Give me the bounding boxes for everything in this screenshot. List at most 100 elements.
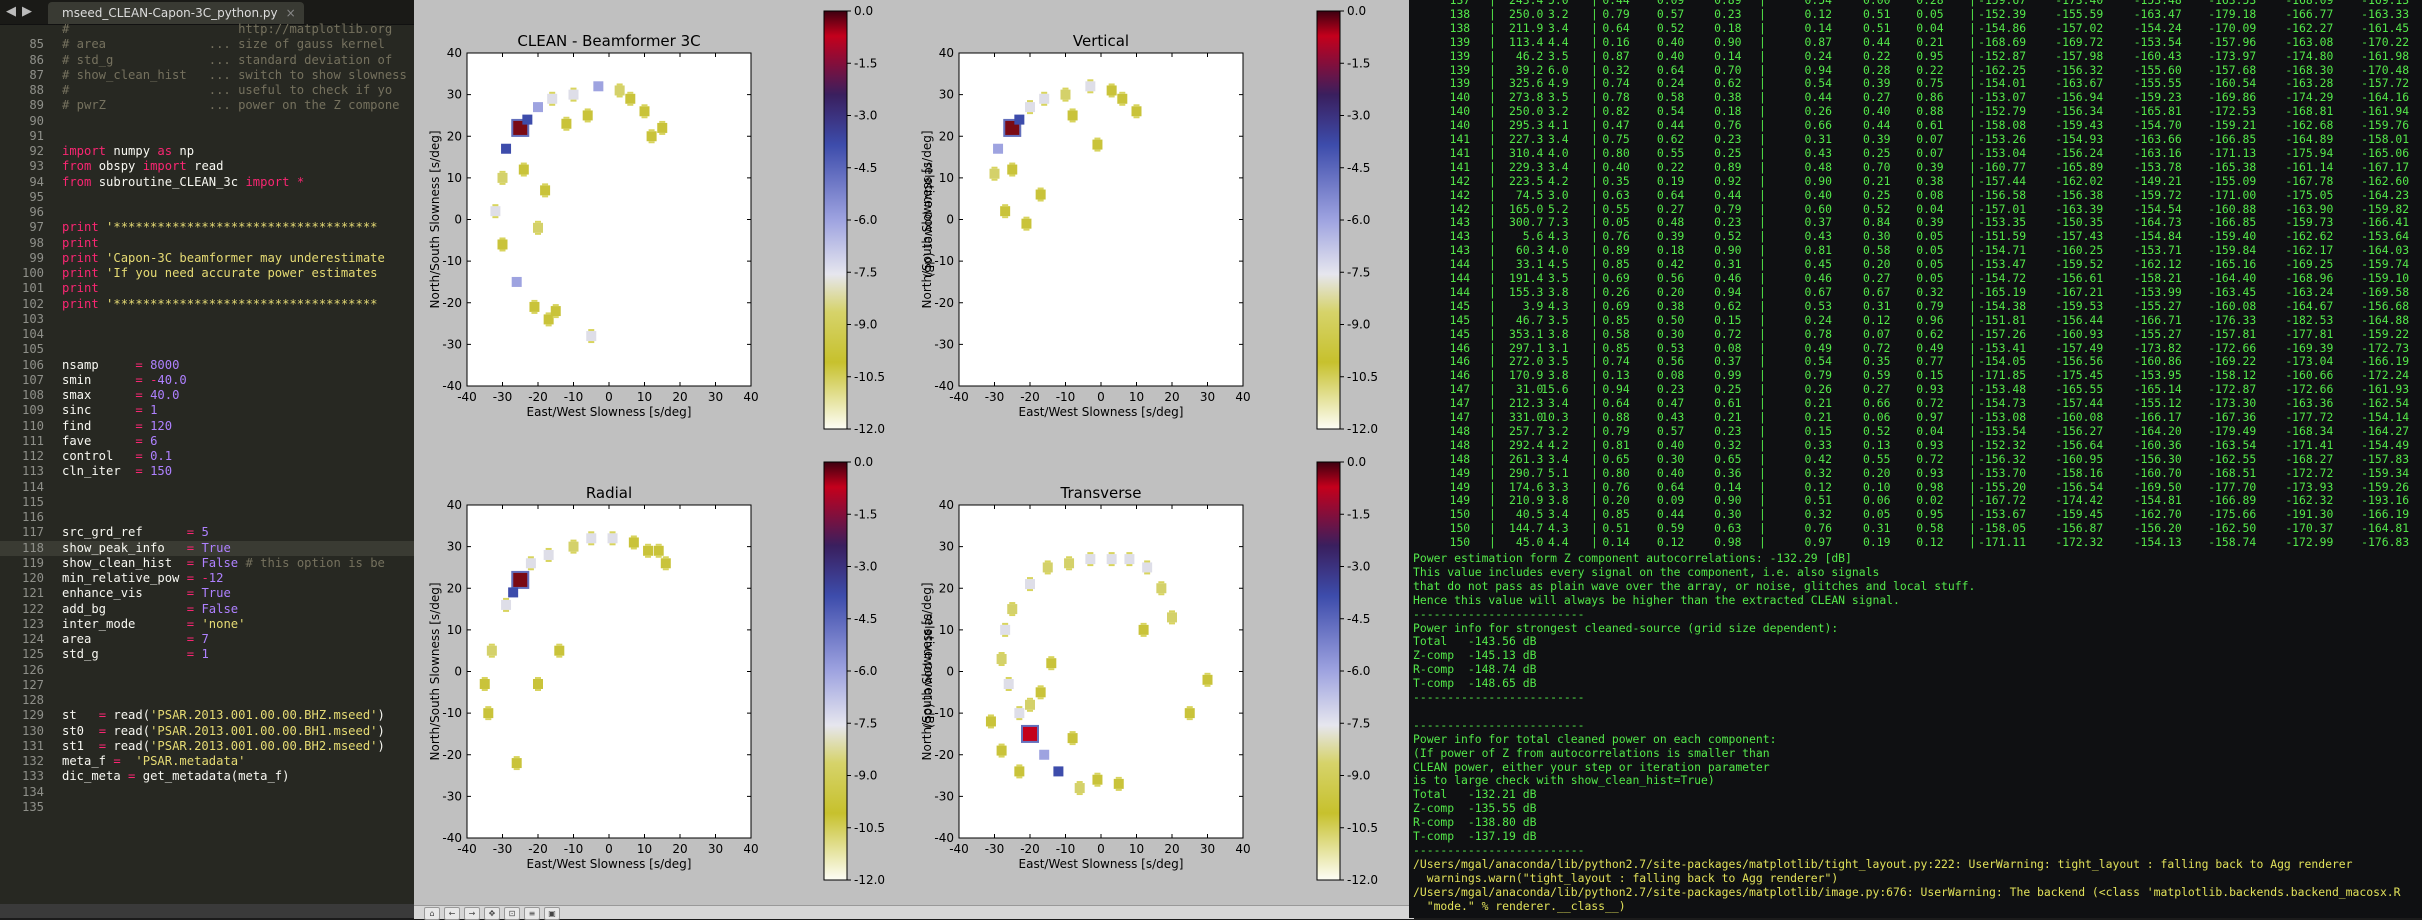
code-line[interactable]: 90 bbox=[0, 114, 414, 129]
terminal-line: Total -143.56 dB bbox=[1413, 634, 1537, 649]
forward-arrow-icon[interactable]: ▶ bbox=[22, 4, 32, 19]
code-line[interactable]: 88 # ... useful to check if yo bbox=[0, 83, 414, 98]
code-line[interactable]: 134 bbox=[0, 785, 414, 800]
editor-tab[interactable]: mseed_CLEAN-Capon-3C_python.py × bbox=[48, 2, 304, 24]
back-arrow-icon[interactable]: ◀ bbox=[6, 4, 16, 19]
code-line[interactable]: 122 add_bg = False bbox=[0, 602, 414, 617]
zoom-icon[interactable]: ⊡ bbox=[504, 907, 520, 920]
configure-icon[interactable]: ≡ bbox=[524, 907, 540, 920]
data-point-edge bbox=[1094, 772, 1101, 775]
table-separator: | bbox=[1489, 507, 1496, 522]
code-line[interactable]: 107 smin = -40.0 bbox=[0, 373, 414, 388]
code-line[interactable]: 119 show_clean_hist = False # this option… bbox=[0, 556, 414, 571]
code-line[interactable]: 86 # std_g ... standard deviation of bbox=[0, 53, 414, 68]
code-line[interactable]: 129 st = read('PSAR.2013.001.00.00.BHZ.ms… bbox=[0, 708, 414, 723]
code-line[interactable]: 103 bbox=[0, 312, 414, 327]
table-cell: 0.18 bbox=[1714, 104, 1742, 119]
table-separator: | bbox=[1969, 298, 1976, 313]
code-line[interactable]: 108 smax = 40.0 bbox=[0, 388, 414, 403]
y-tick-label: 20 bbox=[939, 129, 954, 143]
code-line[interactable]: 109 sinc = 1 bbox=[0, 403, 414, 418]
code-line[interactable]: 133 dic_meta = get_metadata(meta_f) bbox=[0, 769, 414, 784]
home-icon[interactable]: ⌂ bbox=[424, 907, 440, 920]
back-icon[interactable]: ← bbox=[444, 907, 460, 920]
code-line[interactable]: 126 bbox=[0, 663, 414, 678]
code-line[interactable]: 127 bbox=[0, 678, 414, 693]
table-separator: | bbox=[1759, 479, 1766, 494]
terminal-window[interactable]: | | | | 137 243.4 5.0 0.44 0.09 0.89 0.54 0.00 0.28-… bbox=[1409, 0, 2422, 918]
data-point bbox=[550, 306, 561, 317]
table-cell: -179.49 bbox=[2208, 423, 2257, 438]
table-cell: 45.0 bbox=[1515, 535, 1544, 550]
code-line[interactable]: 104 bbox=[0, 327, 414, 342]
code-line[interactable]: 112 control = 0.1 bbox=[0, 449, 414, 464]
table-cell: 0.87 bbox=[1804, 34, 1832, 49]
save-icon[interactable]: ▣ bbox=[544, 907, 560, 920]
table-cell: 331.0 bbox=[1509, 410, 1544, 424]
code-line[interactable]: 93 from obspy import read bbox=[0, 159, 414, 174]
code-line[interactable]: 128 bbox=[0, 693, 414, 708]
code-line[interactable]: 125 std_g = 1 bbox=[0, 647, 414, 662]
code-line[interactable]: 100 print 'If you need accurate power est… bbox=[0, 266, 414, 281]
table-cell: 0.95 bbox=[1916, 507, 1944, 522]
code-line[interactable]: 118 show_peak_info = True bbox=[0, 540, 414, 556]
code-line[interactable]: 92 import numpy as np bbox=[0, 144, 414, 159]
code-line[interactable]: 123 inter_mode = 'none' bbox=[0, 617, 414, 632]
code-line[interactable]: # http://matplotlib.org bbox=[0, 22, 414, 37]
code-line[interactable]: 102 print '******************************… bbox=[0, 297, 414, 312]
table-cell: 0.12 bbox=[1804, 479, 1832, 494]
forward-icon[interactable]: → bbox=[464, 907, 480, 920]
table-separator: | bbox=[1759, 132, 1766, 146]
pan-icon[interactable]: ✥ bbox=[484, 907, 500, 920]
code-line[interactable]: 87 # show_clean_hist ... switch to show s… bbox=[0, 68, 414, 83]
code-line[interactable]: 101 print bbox=[0, 281, 414, 296]
y-tick-label: 40 bbox=[939, 498, 954, 512]
code-line[interactable]: 91 bbox=[0, 129, 414, 144]
table-cell: -169.72 bbox=[2055, 34, 2104, 49]
code-line[interactable]: 130 st0 = read('PSAR.2013.001.00.00.BH1.m… bbox=[0, 724, 414, 739]
table-separator: | bbox=[1759, 410, 1766, 424]
code-line[interactable]: 85 # area ... size of gauss kernel bbox=[0, 37, 414, 52]
code-line[interactable]: 89 # pwrZ ... power on the Z compone bbox=[0, 98, 414, 113]
code-line[interactable]: 116 bbox=[0, 510, 414, 525]
code-line[interactable]: 97 print '*******************************… bbox=[0, 220, 414, 235]
code-line[interactable]: 135 bbox=[0, 800, 414, 815]
code-line[interactable]: 110 find = 120 bbox=[0, 419, 414, 434]
code-editor[interactable]: ◀ ▶ mseed_CLEAN-Capon-3C_python.py × # h… bbox=[0, 0, 414, 918]
table-cell: 0.79 bbox=[1602, 423, 1630, 438]
code-line[interactable]: 98 print bbox=[0, 236, 414, 251]
data-point bbox=[1053, 766, 1064, 777]
code-line[interactable]: 114 bbox=[0, 480, 414, 495]
table-separator: | bbox=[1489, 118, 1496, 133]
data-point bbox=[1007, 164, 1018, 175]
data-point-edge bbox=[1108, 83, 1115, 86]
close-icon[interactable]: × bbox=[285, 6, 296, 20]
code-line[interactable]: 113 cln_iter = 150 bbox=[0, 464, 414, 479]
code-line[interactable]: 124 area = 7 bbox=[0, 632, 414, 647]
code-line[interactable]: 121 enhance_vis = True bbox=[0, 586, 414, 601]
code-line[interactable]: 117 src_grd_ref = 5 bbox=[0, 525, 414, 540]
code-line[interactable]: 94 from subroutine_CLEAN_3c import * bbox=[0, 175, 414, 190]
table-separator: | bbox=[1969, 159, 1976, 174]
table-cell: 46.7 bbox=[1515, 312, 1544, 327]
table-cell: -172.53 bbox=[2208, 104, 2257, 119]
table-cell: -153.35 bbox=[1978, 215, 2027, 230]
table-separator: | bbox=[1759, 368, 1766, 383]
code-line[interactable]: 115 bbox=[0, 495, 414, 510]
table-cell: -154.49 bbox=[2361, 437, 2410, 452]
code-line[interactable]: 96 bbox=[0, 205, 414, 220]
code-line[interactable]: 132 meta_f = 'PSAR.metadata' bbox=[0, 754, 414, 769]
code-line[interactable]: 95 bbox=[0, 190, 414, 205]
line-number: 89 bbox=[29, 98, 44, 113]
table-cell: -173.82 bbox=[2133, 340, 2182, 355]
table-cell: 0.76 bbox=[1714, 118, 1742, 133]
code-line[interactable]: 131 st1 = read('PSAR.2013.001.00.00.BH2.m… bbox=[0, 739, 414, 754]
table-cell: -153.26 bbox=[1978, 132, 2027, 146]
code-line[interactable]: 105 bbox=[0, 342, 414, 357]
table-separator: | bbox=[1759, 521, 1766, 536]
data-point-edge bbox=[1016, 764, 1023, 767]
code-line[interactable]: 120 min_relative_pow = -12 bbox=[0, 571, 414, 586]
code-line[interactable]: 99 print 'Capon-3C beamformer may underes… bbox=[0, 251, 414, 266]
code-line[interactable]: 111 fave = 6 bbox=[0, 434, 414, 449]
code-line[interactable]: 106 nsamp = 8000 bbox=[0, 358, 414, 373]
